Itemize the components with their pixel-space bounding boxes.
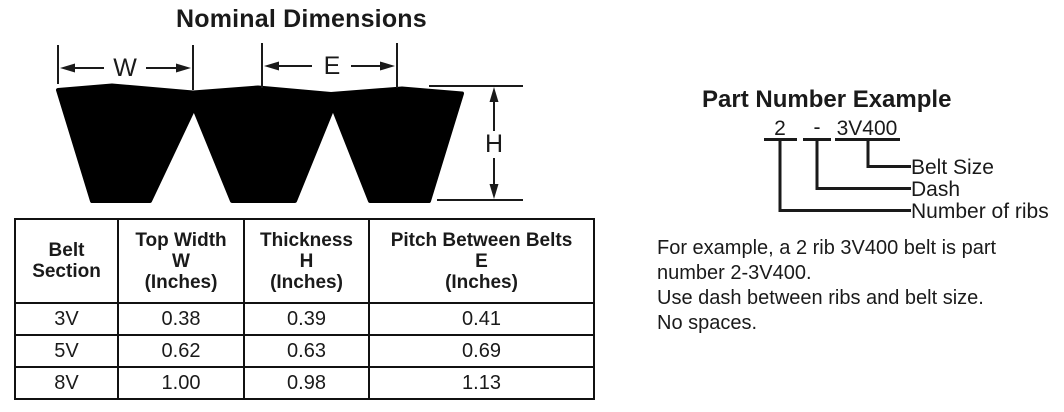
h-arrow-down-icon xyxy=(489,184,499,199)
table-row-3v: 3V 0.38 0.39 0.41 xyxy=(14,302,595,336)
w-arrow-right-icon xyxy=(176,63,191,73)
part-number-breakdown-diagram: 2 - 3V400 Belt Size Dash Number of ribs xyxy=(764,116,1049,223)
note-line: For example, a 2 rib 3V400 belt is part xyxy=(657,237,997,259)
cell-thickness: 0.63 xyxy=(243,334,370,368)
cell-thickness: 0.98 xyxy=(243,366,370,400)
cell-top-width: 1.00 xyxy=(117,366,245,400)
belt-size-callout-line xyxy=(866,141,911,168)
col-header-top-width: Top Width W (Inches) xyxy=(117,218,245,304)
cell-thickness: 0.39 xyxy=(243,302,370,336)
table-row-5v: 5V 0.62 0.63 0.69 xyxy=(14,334,595,368)
col-header-pitch: Pitch Between Belts E (Inches) xyxy=(368,218,595,304)
h-dimension-label: H xyxy=(485,130,503,158)
belt-size-callout-label: Belt Size xyxy=(911,156,994,179)
note-line: No spaces. xyxy=(657,312,758,334)
cell-belt-section: 5V xyxy=(14,334,119,368)
cell-pitch: 0.69 xyxy=(368,334,595,368)
table-row-8v: 8V 1.00 0.98 1.13 xyxy=(14,366,595,400)
col-header-belt-section: Belt Section xyxy=(14,218,119,304)
part-number-size-value: 3V400 xyxy=(837,117,898,140)
ribs-underline xyxy=(764,138,797,141)
example-notes: For example, a 2 rib 3V400 belt is part … xyxy=(657,236,996,336)
dash-underline xyxy=(803,138,831,141)
cell-belt-section: 3V xyxy=(14,302,119,336)
col-header-thickness: Thickness H (Inches) xyxy=(243,218,370,304)
belt-cross-section-diagram: W E H xyxy=(56,43,523,203)
dash-callout-line xyxy=(815,141,911,190)
part-number-example-title: Part Number Example xyxy=(702,86,952,113)
table-header-row: Belt Section Top Width W (Inches) Thickn… xyxy=(14,218,595,304)
nominal-dimensions-title: Nominal Dimensions xyxy=(176,5,427,33)
e-arrow-right-icon xyxy=(380,61,395,71)
e-dimension-label: E xyxy=(324,52,341,80)
cell-pitch: 1.13 xyxy=(368,366,595,400)
h-arrow-up-icon xyxy=(489,87,499,102)
part-number-dash-value: - xyxy=(814,116,821,139)
belt-ribs-shape xyxy=(56,83,464,203)
dash-callout-label: Dash xyxy=(911,178,960,201)
w-arrow-left-icon xyxy=(60,63,75,73)
cell-top-width: 0.38 xyxy=(117,302,245,336)
part-number-ribs-value: 2 xyxy=(774,117,786,140)
note-line: Use dash between ribs and belt size. xyxy=(657,287,984,309)
table-header: Belt Section Top Width W (Inches) Thickn… xyxy=(14,218,595,304)
cell-top-width: 0.62 xyxy=(117,334,245,368)
size-underline xyxy=(835,138,900,141)
belt-dimensions-table: Belt Section Top Width W (Inches) Thickn… xyxy=(14,218,595,400)
note-line: number 2-3V400. xyxy=(657,262,812,284)
ribs-callout-label: Number of ribs xyxy=(911,200,1049,223)
cell-belt-section: 8V xyxy=(14,366,119,400)
table-body: 3V 0.38 0.39 0.41 5V 0.62 0.63 0.69 8V 1… xyxy=(14,302,595,400)
w-dimension-label: W xyxy=(113,54,137,82)
ribs-callout-line xyxy=(778,141,911,212)
e-arrow-left-icon xyxy=(264,61,279,71)
cell-pitch: 0.41 xyxy=(368,302,595,336)
